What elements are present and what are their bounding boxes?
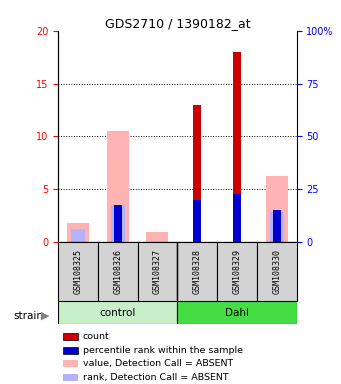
Bar (147, 232, 168, 242)
Bar (67, 223, 89, 242)
Bar (257, 242, 297, 301)
Text: count: count (83, 332, 109, 341)
Text: percentile rank within the sample: percentile rank within the sample (83, 346, 242, 355)
Text: GSM108326: GSM108326 (113, 249, 122, 294)
Bar (58, 242, 98, 301)
Bar (98, 242, 137, 301)
Text: GSM108328: GSM108328 (193, 249, 202, 294)
Bar (107, 131, 129, 242)
Bar (111, 205, 124, 242)
Bar (266, 177, 288, 242)
Bar (137, 242, 177, 301)
Bar (63, 347, 78, 354)
Bar (114, 205, 122, 242)
Text: GSM108329: GSM108329 (233, 249, 241, 294)
Bar (193, 104, 201, 242)
Text: strain: strain (14, 311, 44, 321)
Bar (270, 212, 284, 242)
Bar (217, 242, 257, 301)
Bar (71, 229, 85, 242)
Bar (273, 210, 281, 242)
Bar (193, 200, 201, 242)
Bar (233, 52, 241, 242)
Bar (233, 194, 241, 242)
Bar (177, 242, 217, 301)
Text: Dahl: Dahl (225, 308, 249, 318)
Text: value, Detection Call = ABSENT: value, Detection Call = ABSENT (83, 359, 233, 368)
Text: ▶: ▶ (41, 311, 49, 321)
Text: rank, Detection Call = ABSENT: rank, Detection Call = ABSENT (83, 372, 228, 382)
Text: control: control (100, 308, 136, 318)
Text: GSM108327: GSM108327 (153, 249, 162, 294)
Text: GSM108330: GSM108330 (272, 249, 281, 294)
Text: GSM108325: GSM108325 (73, 249, 83, 294)
Bar (63, 333, 78, 340)
Bar (58, 301, 177, 324)
Bar (177, 301, 297, 324)
Bar (63, 374, 78, 381)
Bar (63, 360, 78, 367)
Title: GDS2710 / 1390182_at: GDS2710 / 1390182_at (104, 17, 250, 30)
